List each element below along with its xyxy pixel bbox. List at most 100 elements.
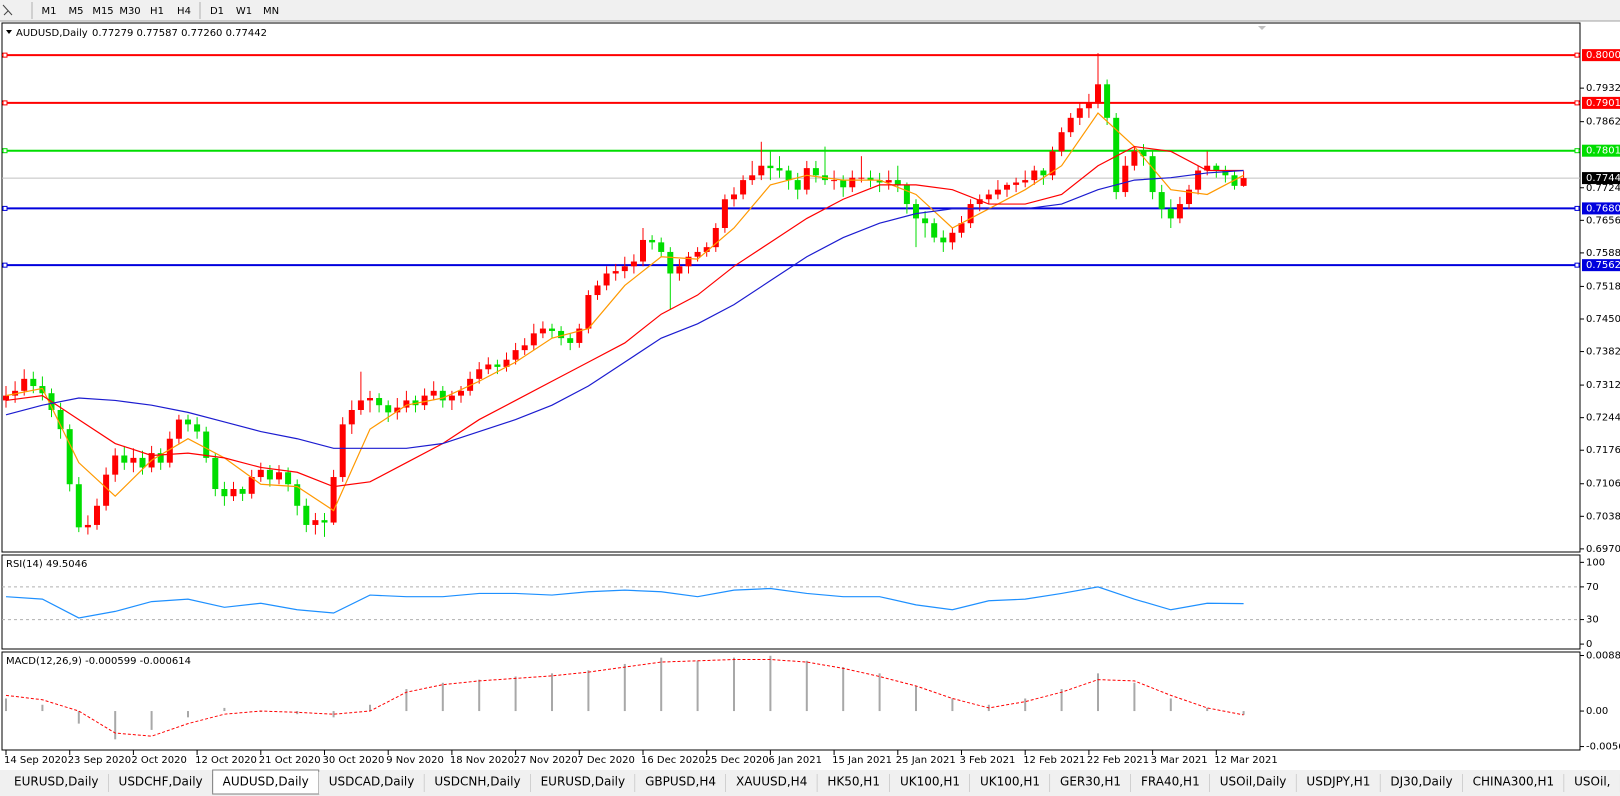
symbol-tab[interactable]: USDCAD,Daily xyxy=(318,772,425,794)
symbol-tab[interactable]: USDJPY,H1 xyxy=(1296,772,1381,794)
tab-bg[interactable] xyxy=(108,772,213,794)
tab-label[interactable]: AUDUSD,Daily xyxy=(223,775,309,789)
timeframe-label[interactable]: M1 xyxy=(42,6,57,17)
timeframe-button[interactable]: W1 xyxy=(231,2,257,19)
tab-bg[interactable] xyxy=(1296,772,1381,794)
tab-label[interactable]: USDCHF,Daily xyxy=(119,775,203,789)
symbol-tab[interactable]: UK100,H1 xyxy=(970,772,1051,794)
timeframe-label[interactable]: MN xyxy=(263,6,279,17)
tab-bg[interactable] xyxy=(530,772,636,794)
symbol-tab[interactable]: EURUSD,Daily xyxy=(530,772,636,794)
timeframe-button-bg[interactable] xyxy=(63,2,89,19)
symbol-tab[interactable]: AUDUSD,Daily xyxy=(212,769,320,795)
tab-label[interactable]: EURUSD,Daily xyxy=(14,775,99,789)
symbol-tab[interactable]: DJ30,Daily xyxy=(1380,772,1464,794)
timeframe-button[interactable]: M1 xyxy=(36,2,62,19)
tab-label[interactable]: EURUSD,Daily xyxy=(541,775,626,789)
symbol-tab[interactable]: GBPUSD,H4 xyxy=(635,772,727,794)
tab-bg[interactable] xyxy=(726,772,818,794)
timeframe-button[interactable]: M15 xyxy=(90,2,116,19)
symbol-tab[interactable]: FRA40,H1 xyxy=(1131,772,1211,794)
candle-body xyxy=(1058,132,1065,152)
tab-bg[interactable] xyxy=(4,772,109,794)
tab-label[interactable]: USDCNH,Daily xyxy=(434,775,520,789)
timeframe-button[interactable]: M30 xyxy=(117,2,143,19)
tab-bg[interactable] xyxy=(424,772,531,794)
tab-bg[interactable] xyxy=(318,772,425,794)
level-label-bg xyxy=(1582,144,1620,157)
tab-bg[interactable] xyxy=(1050,772,1131,794)
symbol-tab[interactable]: XAUUSD,H4 xyxy=(726,772,818,794)
symbol-tab[interactable]: UK100,H1 xyxy=(889,772,971,794)
timeframe-button-bg[interactable] xyxy=(90,2,116,19)
candle-body xyxy=(521,345,528,351)
timeframe-button-bg[interactable] xyxy=(231,2,257,19)
symbol-tab[interactable]: EURUSD,Daily xyxy=(4,772,110,794)
x-tick-label: 2 Oct 2020 xyxy=(131,755,186,766)
candle-body xyxy=(448,395,455,401)
candle-body xyxy=(294,484,301,506)
timeframe-label[interactable]: M30 xyxy=(119,6,140,17)
tab-bg[interactable] xyxy=(1209,772,1297,794)
timeframe-button-bg[interactable] xyxy=(258,2,284,19)
candle-body xyxy=(658,242,665,252)
tab-label[interactable]: USOil, xyxy=(1574,775,1610,789)
tab-label[interactable]: DJ30,Daily xyxy=(1390,775,1452,789)
symbol-tab[interactable]: USOil, xyxy=(1564,772,1620,794)
candle-body xyxy=(913,204,919,219)
tab-label[interactable]: CHINA300,H1 xyxy=(1473,775,1555,789)
timeframe-label[interactable]: D1 xyxy=(210,6,224,17)
symbol-tab[interactable]: CHINA300,H1 xyxy=(1462,772,1565,794)
tab-bg[interactable] xyxy=(1380,772,1463,794)
tab-label[interactable]: UK100,H1 xyxy=(900,775,960,789)
timeframe-button[interactable]: MN xyxy=(258,2,284,19)
tab-label[interactable]: GER30,H1 xyxy=(1060,775,1121,789)
macd-histogram-bar xyxy=(114,711,117,740)
tab-label[interactable]: UK100,H1 xyxy=(980,775,1040,789)
symbol-tab[interactable]: USDCNH,Daily xyxy=(424,772,532,794)
timeframe-button[interactable]: M5 xyxy=(63,2,89,19)
tab-bg[interactable] xyxy=(1564,772,1620,794)
tab-label[interactable]: USOil,Daily xyxy=(1220,775,1287,789)
tab-bg[interactable] xyxy=(970,772,1051,794)
timeframe-label[interactable]: H1 xyxy=(150,6,164,17)
tab-bg[interactable] xyxy=(212,769,320,795)
tab-bg[interactable] xyxy=(817,772,890,794)
timeframe-button-bg[interactable] xyxy=(117,2,143,19)
candle-body xyxy=(749,175,756,181)
timeframe-button-bg[interactable] xyxy=(204,2,230,19)
symbol-tab[interactable]: GER30,H1 xyxy=(1050,772,1132,794)
macd-histogram-bar xyxy=(1097,673,1099,712)
y-tick-label: 0 xyxy=(1586,639,1592,650)
macd-histogram-bar xyxy=(514,676,517,712)
cursor-icon[interactable] xyxy=(2,4,13,16)
tab-bg[interactable] xyxy=(889,772,970,794)
timeframe-button[interactable]: H1 xyxy=(144,2,170,19)
candle-body xyxy=(203,431,210,458)
tab-label[interactable]: GBPUSD,H4 xyxy=(645,775,716,789)
timeframe-label[interactable]: W1 xyxy=(236,6,252,17)
tab-label[interactable]: HK50,H1 xyxy=(827,775,880,789)
tab-bg[interactable] xyxy=(635,772,726,794)
symbol-tab[interactable]: HK50,H1 xyxy=(817,772,891,794)
tab-label[interactable]: FRA40,H1 xyxy=(1141,775,1200,789)
level-handle xyxy=(1574,205,1580,211)
timeframe-button[interactable]: D1 xyxy=(204,2,230,19)
tab-bg[interactable] xyxy=(1462,772,1565,794)
timeframe-button-bg[interactable] xyxy=(144,2,170,19)
timeframe-label[interactable]: M5 xyxy=(69,6,84,17)
macd-histogram-bar xyxy=(77,711,80,724)
tab-label[interactable]: USDJPY,H1 xyxy=(1306,775,1370,789)
timeframe-button[interactable]: H4 xyxy=(171,2,197,19)
candle-body xyxy=(594,285,601,296)
symbol-tab[interactable]: USOil,Daily xyxy=(1209,772,1297,794)
tab-label[interactable]: USDCAD,Daily xyxy=(329,775,415,789)
timeframe-label[interactable]: M15 xyxy=(92,6,113,17)
timeframe-label[interactable]: H4 xyxy=(177,6,191,17)
timeframe-button-bg[interactable] xyxy=(36,2,62,19)
tab-bg[interactable] xyxy=(1131,772,1210,794)
tab-label[interactable]: XAUUSD,H4 xyxy=(736,775,807,789)
symbol-tab[interactable]: USDCHF,Daily xyxy=(108,772,214,794)
timeframe-button-bg[interactable] xyxy=(171,2,197,19)
